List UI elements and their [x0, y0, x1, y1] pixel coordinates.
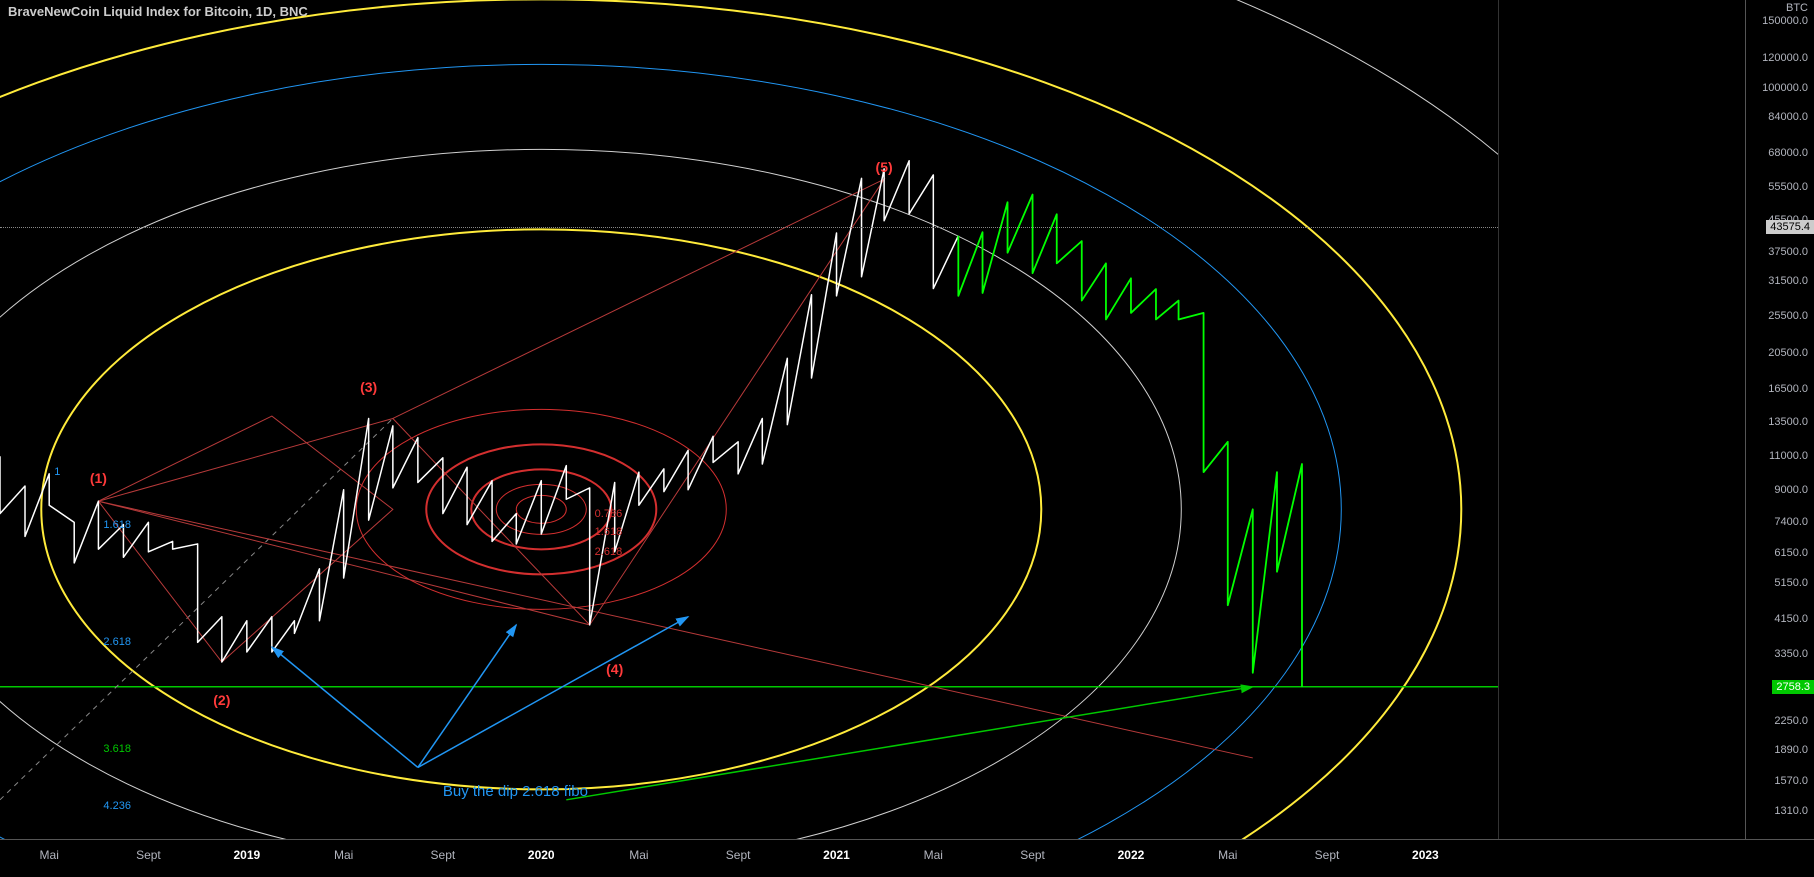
- fib-level-label: 3.618: [103, 743, 131, 755]
- y-tick: 55500.0: [1768, 181, 1808, 193]
- chart-title: BraveNewCoin Liquid Index for Bitcoin, 1…: [8, 4, 308, 19]
- y-tick: 20500.0: [1768, 347, 1808, 359]
- fib-level-label: 2.618: [103, 636, 131, 648]
- elliott-wave-label: (1): [90, 470, 107, 486]
- y-tick: 100000.0: [1762, 82, 1808, 94]
- y-tick: 13500.0: [1768, 416, 1808, 428]
- fib-level-label: 0.786: [595, 508, 623, 520]
- buy-dip-annotation: Buy the dip 2.618 fibo: [443, 783, 588, 800]
- y-tick: 37500.0: [1768, 246, 1808, 258]
- x-tick: Mai: [924, 848, 943, 862]
- projected-price-tag: 2758.3: [1772, 680, 1814, 694]
- y-tick: 1310.0: [1774, 805, 1808, 817]
- y-tick: 4150.0: [1774, 613, 1808, 625]
- x-tick: 2022: [1118, 848, 1145, 862]
- chart-svg: [0, 0, 1498, 840]
- current-price-tag: 43575.4: [1766, 220, 1814, 234]
- x-tick: Sept: [136, 848, 161, 862]
- y-axis[interactable]: BTC150000.0 120000.0 100000.0 84000.0 68000.…: [1745, 0, 1814, 840]
- chart-plot-area[interactable]: (1) (2) (3) (4) (5) 1 1.618 2.618 3.618 4.236 0.78…: [0, 0, 1498, 840]
- y-tick: 31500.0: [1768, 275, 1808, 287]
- y-tick: 1890.0: [1774, 744, 1808, 756]
- current-price-line: [0, 227, 1746, 228]
- y-tick: 25500.0: [1768, 310, 1808, 322]
- x-tick: Sept: [726, 848, 751, 862]
- fib-level-label: 1: [54, 466, 60, 478]
- x-tick: 2021: [823, 848, 850, 862]
- y-tick: 2250.0: [1774, 715, 1808, 727]
- y-tick: 7400.0: [1774, 516, 1808, 528]
- y-tick: 3350.0: [1774, 648, 1808, 660]
- y-tick: 16500.0: [1768, 383, 1808, 395]
- elliott-wave-label: (2): [213, 692, 230, 708]
- x-tick: Mai: [629, 848, 648, 862]
- y-tick: 6150.0: [1774, 547, 1808, 559]
- elliott-wave-label: (3): [360, 379, 377, 395]
- fib-level-label: 1.618: [595, 526, 623, 538]
- x-tick: Sept: [1020, 848, 1045, 862]
- y-axis-unit: BTC: [1786, 2, 1808, 14]
- y-tick: 1570.0: [1774, 775, 1808, 787]
- fib-level-label: 1.618: [103, 519, 131, 531]
- elliott-wave-label: (4): [606, 661, 623, 677]
- fib-level-label: 2.618: [595, 546, 623, 558]
- x-tick: 2019: [233, 848, 260, 862]
- y-tick: 11000.0: [1769, 450, 1808, 462]
- x-tick: Mai: [334, 848, 353, 862]
- elliott-wave-label: (5): [876, 159, 893, 175]
- right-panel: [1498, 0, 1747, 840]
- y-tick: 68000.0: [1768, 147, 1808, 159]
- x-tick: 2020: [528, 848, 555, 862]
- y-tick: 5150.0: [1774, 577, 1808, 589]
- fib-level-label: 4.236: [103, 800, 131, 812]
- x-tick: Sept: [1315, 848, 1340, 862]
- x-tick: 2023: [1412, 848, 1439, 862]
- y-tick: 120000.0: [1762, 52, 1808, 64]
- x-axis[interactable]: Mai Sept 2019 Mai Sept 2020 Mai Sept 2021 Mai Sept…: [0, 839, 1814, 877]
- y-tick: 9000.0: [1774, 484, 1808, 496]
- y-tick: 150000.0: [1762, 15, 1808, 27]
- x-tick: Sept: [431, 848, 456, 862]
- x-tick: Mai: [1218, 848, 1237, 862]
- y-tick: 84000.0: [1768, 111, 1808, 123]
- x-tick: Mai: [40, 848, 59, 862]
